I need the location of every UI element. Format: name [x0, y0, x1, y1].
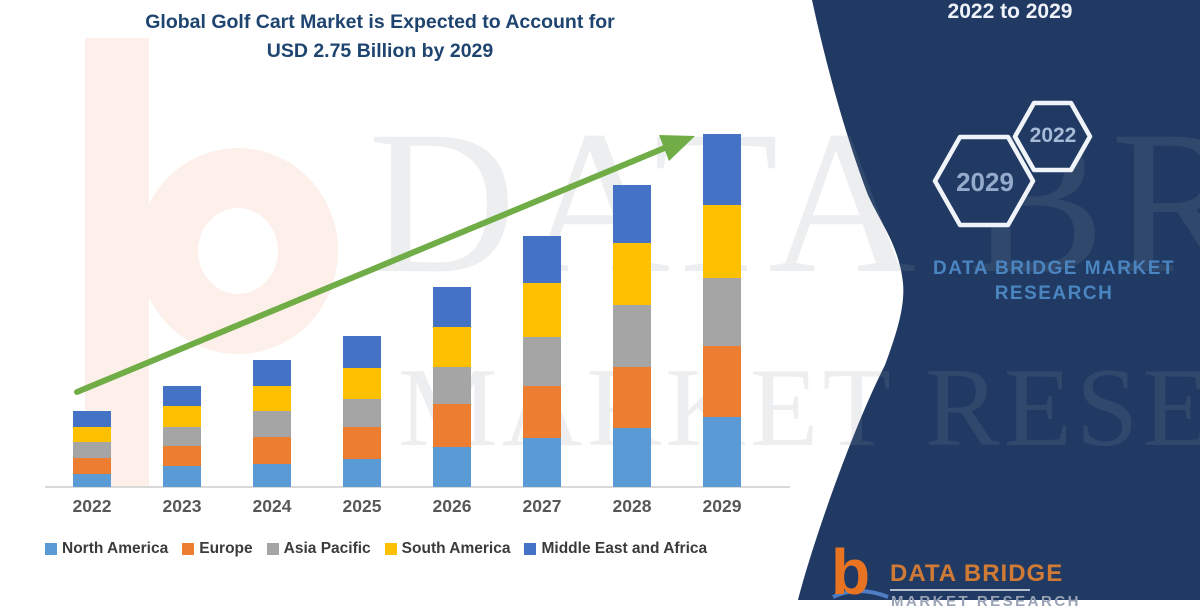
bar-segment-asia-pacific: [523, 337, 561, 386]
data-bridge-logo-name: DATA BRIDGE: [890, 560, 1064, 587]
bar-segment-middle-east-and-africa: [613, 184, 651, 243]
bar-2027: [523, 236, 561, 487]
bar-segment-middle-east-and-africa: [253, 360, 291, 386]
legend-label: South America: [401, 540, 511, 557]
x-axis-label-2029: 2029: [702, 496, 742, 516]
bar-segment-europe: [703, 346, 741, 417]
legend-item-europe: Europe: [182, 540, 253, 558]
bar-segment-north-america: [703, 416, 741, 487]
legend-label: North America: [62, 540, 169, 557]
bar-segment-south-america: [523, 283, 561, 338]
bar-segment-europe: [433, 403, 471, 448]
bar-segment-south-america: [703, 205, 741, 279]
bar-segment-north-america: [343, 458, 381, 487]
hexagon-2029-label: 2029: [956, 167, 1014, 197]
bar-segment-asia-pacific: [343, 398, 381, 427]
bar-segment-asia-pacific: [703, 278, 741, 347]
bar-segment-middle-east-and-africa: [703, 133, 741, 206]
bar-chart: 2022 2023 2024 2025 2026 2027 2028 2029: [45, 133, 790, 516]
bar-segment-north-america: [613, 428, 651, 487]
bar-segment-north-america: [253, 463, 291, 487]
brand-name-line2: RESEARCH: [994, 283, 1114, 304]
bar-segment-north-america: [523, 438, 561, 487]
chart-title-line2: USD 2.75 Billion by 2029: [266, 40, 494, 62]
bar-segment-europe: [343, 426, 381, 459]
bar-segment-asia-pacific: [433, 366, 471, 404]
bar-2026: [433, 287, 471, 487]
data-bridge-logo-sub: MARKET RESEARCH: [891, 593, 1082, 610]
bar-segment-middle-east-and-africa: [433, 287, 471, 327]
bar-segment-europe: [253, 437, 291, 464]
brand-name: DATA BRIDGE MARKET RESEARCH: [920, 256, 1188, 306]
hexagon-2022-label: 2022: [1029, 124, 1077, 147]
bar-segment-europe: [523, 385, 561, 439]
bar-2028: [613, 184, 651, 487]
legend-item-south-america: South America: [384, 540, 511, 558]
forecast-period: 2022 to 2029: [947, 0, 1073, 23]
bar-2029: [703, 133, 741, 487]
bar-segment-middle-east-and-africa: [523, 236, 561, 284]
bar-segment-europe: [613, 366, 651, 429]
data-bridge-logo-underline: [890, 589, 1030, 591]
legend-label: Europe: [199, 540, 253, 557]
x-axis-label-2022: 2022: [72, 496, 112, 516]
bar-2022: [73, 411, 111, 487]
bar-segment-asia-pacific: [73, 442, 111, 458]
chart-title: Global Golf Cart Market is Expected to A…: [20, 8, 740, 66]
bar-segment-north-america: [433, 447, 471, 487]
x-axis-label-2023: 2023: [162, 496, 202, 516]
x-axis-label-2024: 2024: [252, 496, 292, 516]
legend-swatch: [524, 543, 537, 555]
data-bridge-logo-icon: b: [831, 536, 871, 608]
x-axis-label-2028: 2028: [612, 496, 652, 516]
bar-segment-middle-east-and-africa: [163, 385, 201, 407]
bar-segment-north-america: [163, 466, 201, 487]
bar-segment-south-america: [613, 242, 651, 306]
x-axis-label-2026: 2026: [432, 496, 472, 516]
legend-item-middle-east-and-africa: Middle East and Africa: [524, 540, 707, 558]
x-axis-line: [45, 486, 790, 488]
chart-title-line1: Global Golf Cart Market is Expected to A…: [145, 11, 615, 33]
legend-item-asia-pacific: Asia Pacific: [266, 540, 371, 558]
bar-segment-north-america: [73, 474, 111, 487]
bar-segment-asia-pacific: [253, 411, 291, 438]
bar-segment-south-america: [253, 385, 291, 412]
legend-swatch: [384, 543, 397, 555]
bar-segment-south-america: [433, 326, 471, 367]
bar-segment-south-america: [163, 406, 201, 427]
bar-segment-europe: [163, 446, 201, 467]
bar-2024: [253, 360, 291, 487]
bar-2023: [163, 385, 201, 487]
legend-label: Middle East and Africa: [541, 540, 708, 557]
x-axis-label-2025: 2025: [342, 496, 382, 516]
bar-segment-south-america: [73, 426, 111, 443]
legend-item-north-america: North America: [45, 540, 168, 558]
legend-swatch: [182, 543, 195, 555]
brand-name-line1: DATA BRIDGE MARKET: [933, 258, 1175, 279]
bar-segment-asia-pacific: [163, 426, 201, 446]
legend-label: Asia Pacific: [283, 540, 371, 557]
bar-2025: [343, 335, 381, 487]
bar-segment-middle-east-and-africa: [73, 411, 111, 427]
legend-swatch: [266, 543, 279, 555]
legend-swatch: [45, 543, 57, 555]
x-axis-label-2027: 2027: [522, 496, 562, 516]
bar-segment-south-america: [343, 367, 381, 399]
bar-segment-middle-east-and-africa: [343, 335, 381, 368]
bar-segment-europe: [73, 457, 111, 475]
chart-legend: North America Europe Asia Pacific South Ame…: [45, 540, 707, 558]
bar-segment-asia-pacific: [613, 305, 651, 367]
